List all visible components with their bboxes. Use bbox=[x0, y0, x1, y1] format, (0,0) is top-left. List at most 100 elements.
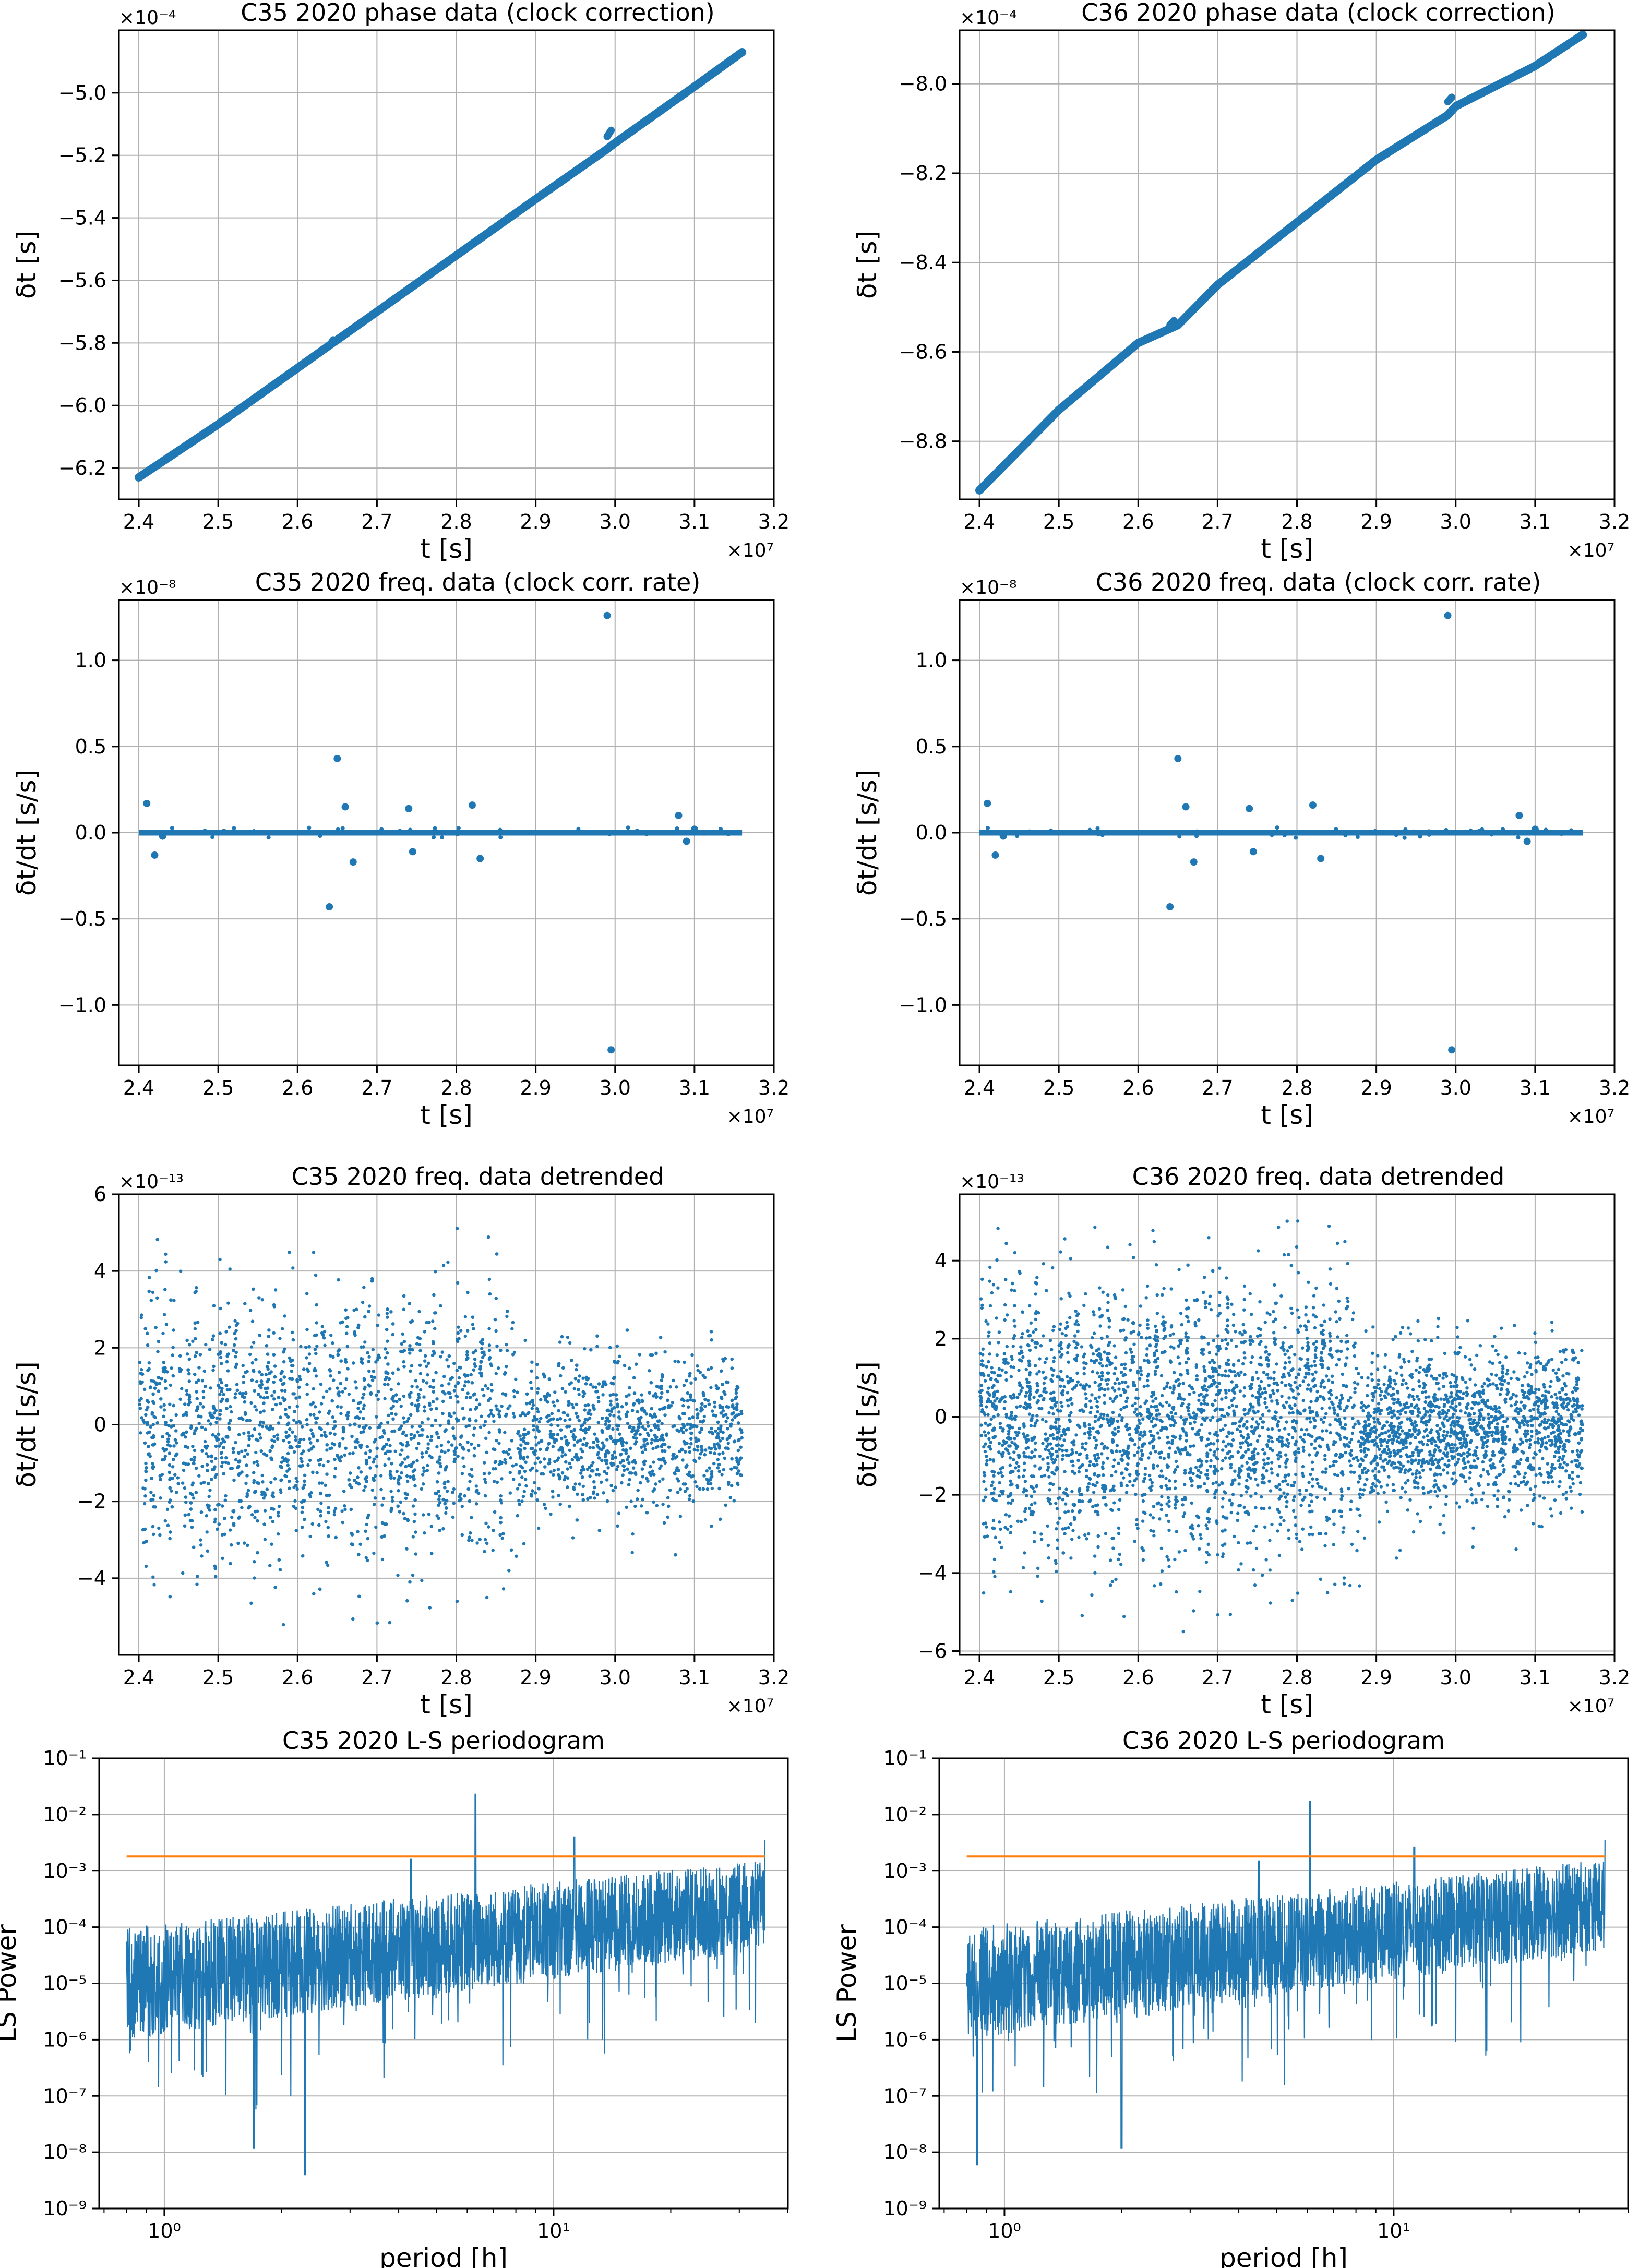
data-point bbox=[487, 1348, 492, 1352]
data-point bbox=[539, 1447, 542, 1451]
data-point bbox=[392, 1429, 397, 1433]
data-point bbox=[169, 1298, 173, 1302]
data-point bbox=[291, 1338, 295, 1342]
data-point bbox=[547, 1442, 551, 1446]
data-point bbox=[551, 1445, 555, 1448]
data-point bbox=[269, 1456, 273, 1460]
data-point bbox=[523, 1447, 527, 1450]
data-point bbox=[386, 1383, 390, 1386]
data-point bbox=[499, 1494, 503, 1498]
data-point bbox=[601, 1380, 605, 1384]
data-point bbox=[209, 1386, 212, 1390]
data-point bbox=[499, 1349, 503, 1352]
data-point bbox=[680, 1397, 685, 1401]
data-point bbox=[1218, 1266, 1222, 1270]
chart-title: C36 2020 phase data (clock correction) bbox=[1081, 0, 1555, 27]
data-point bbox=[566, 1336, 570, 1339]
data-point bbox=[415, 1385, 419, 1389]
data-point bbox=[240, 1506, 244, 1509]
data-point bbox=[594, 1385, 598, 1389]
data-point bbox=[260, 1298, 264, 1302]
data-point bbox=[1187, 1357, 1190, 1361]
data-point bbox=[698, 1487, 702, 1491]
data-point bbox=[325, 1389, 329, 1393]
data-point bbox=[343, 1507, 347, 1511]
data-point bbox=[178, 1370, 182, 1373]
data-point bbox=[435, 1432, 439, 1436]
data-point bbox=[511, 1321, 515, 1324]
data-point bbox=[326, 1563, 330, 1567]
data-point bbox=[651, 1447, 655, 1450]
data-point bbox=[447, 1382, 451, 1386]
data-point bbox=[432, 1385, 435, 1389]
data-point bbox=[1442, 1417, 1446, 1421]
data-point bbox=[413, 1434, 416, 1438]
data-point bbox=[703, 1405, 707, 1408]
data-point bbox=[555, 1399, 559, 1403]
data-point bbox=[1230, 831, 1235, 835]
x-multiplier: ×10⁷ bbox=[727, 1106, 774, 1127]
data-point bbox=[579, 1424, 583, 1428]
data-point bbox=[568, 1504, 571, 1508]
data-point bbox=[439, 1304, 442, 1308]
data-point bbox=[496, 1366, 500, 1370]
data-point bbox=[706, 1482, 710, 1485]
data-point bbox=[336, 827, 340, 832]
x-tick-label: 2.6 bbox=[1122, 1076, 1154, 1099]
data-point bbox=[351, 1451, 355, 1455]
data-point bbox=[425, 1469, 429, 1472]
data-point bbox=[467, 1539, 471, 1542]
data-point bbox=[486, 1235, 490, 1239]
data-point bbox=[259, 1449, 263, 1453]
data-point bbox=[565, 1425, 569, 1429]
data-point bbox=[367, 1355, 371, 1359]
data-point bbox=[593, 1496, 596, 1500]
data-point bbox=[460, 1504, 464, 1508]
data-point bbox=[270, 1445, 274, 1449]
data-point bbox=[644, 1438, 648, 1442]
data-point bbox=[535, 1498, 539, 1502]
data-point bbox=[659, 1336, 663, 1339]
data-point bbox=[1423, 1390, 1428, 1394]
data-point bbox=[1261, 1391, 1264, 1395]
data-point bbox=[277, 1504, 281, 1508]
data-point bbox=[415, 1446, 419, 1450]
data-point bbox=[465, 1353, 469, 1357]
data-point bbox=[627, 1461, 631, 1465]
grid bbox=[960, 30, 1615, 499]
data-point bbox=[580, 1468, 584, 1472]
data-point bbox=[613, 1450, 616, 1454]
data-point bbox=[523, 1413, 528, 1417]
data-point bbox=[616, 1524, 619, 1528]
data-point bbox=[180, 1433, 184, 1437]
data-point bbox=[612, 1376, 616, 1381]
x-tick-label: 2.9 bbox=[520, 510, 551, 533]
data-point bbox=[584, 1375, 588, 1379]
data-point bbox=[474, 1502, 478, 1506]
x-tick-label: 2.5 bbox=[202, 1076, 234, 1099]
data-point bbox=[501, 1392, 505, 1396]
data-point bbox=[579, 1447, 583, 1451]
data-point bbox=[245, 1419, 249, 1422]
data-point bbox=[644, 832, 649, 836]
data-point bbox=[559, 1428, 563, 1432]
data-point bbox=[385, 1522, 388, 1526]
data-point bbox=[648, 1391, 651, 1395]
data-point bbox=[393, 1449, 397, 1453]
data-point bbox=[633, 1442, 637, 1446]
data-point bbox=[484, 1384, 487, 1388]
data-point bbox=[341, 1426, 345, 1430]
data-point bbox=[676, 1479, 680, 1483]
data-point bbox=[215, 1416, 219, 1420]
data-point bbox=[499, 1516, 503, 1520]
data-point bbox=[1027, 1304, 1032, 1308]
data-point bbox=[466, 1448, 471, 1453]
x-tick-label: 3.0 bbox=[600, 1076, 631, 1099]
data-point bbox=[294, 1484, 298, 1487]
x-tick-label: 2.7 bbox=[361, 1666, 392, 1689]
data-point bbox=[596, 1396, 600, 1399]
data-point bbox=[232, 1450, 235, 1454]
data-point bbox=[494, 1372, 498, 1375]
data-point bbox=[297, 1395, 302, 1399]
data-point bbox=[660, 1373, 664, 1377]
